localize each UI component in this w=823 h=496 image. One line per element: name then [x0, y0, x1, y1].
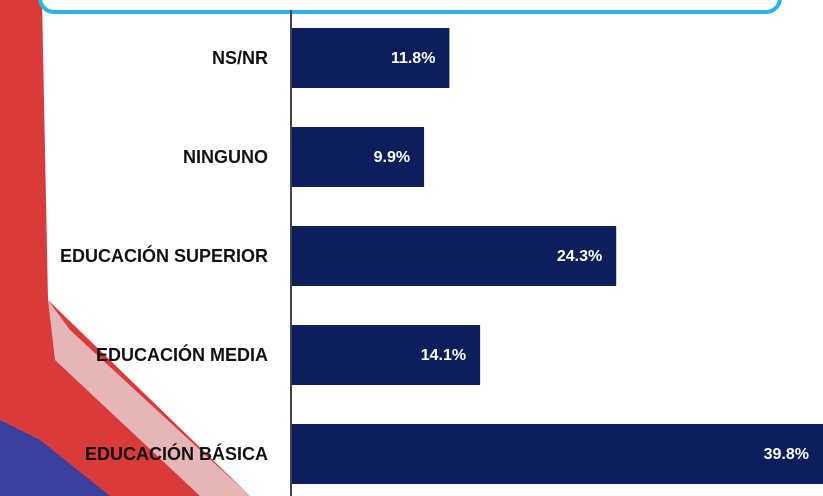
- chart: NS/NR 11.8% NINGUNO 9.9% EDUCACIÓN SUPERIOR 2…: [0, 0, 823, 496]
- page: {"chart_data": {"type": "bar", "orientat…: [0, 0, 823, 496]
- header-frame: [40, 0, 780, 12]
- value-label: 11.8%: [391, 50, 435, 67]
- category-label: EDUCACIÓN MEDIA: [96, 344, 268, 365]
- category-label: EDUCACIÓN SUPERIOR: [60, 245, 268, 266]
- category-label: NS/NR: [212, 48, 268, 68]
- category-label: NINGUNO: [183, 147, 268, 167]
- value-label: 9.9%: [374, 149, 410, 166]
- category-label: EDUCACIÓN BÁSICA: [85, 443, 268, 464]
- value-label: 39.8%: [764, 446, 809, 463]
- bar: [292, 424, 823, 484]
- value-label: 14.1%: [421, 347, 466, 364]
- value-label: 24.3%: [557, 248, 602, 265]
